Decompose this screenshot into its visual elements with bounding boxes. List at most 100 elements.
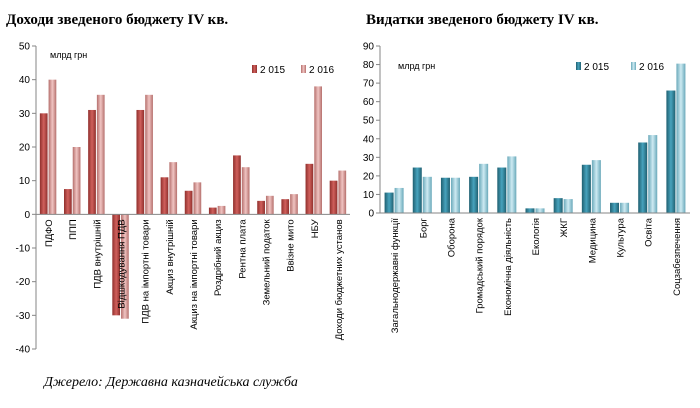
right-bar-2016 — [591, 160, 601, 213]
left-y-tick-label: 40 — [19, 75, 31, 86]
right-legend-label-2016: 2 016 — [639, 62, 664, 73]
right-y-tick-label: 70 — [363, 79, 375, 90]
right-bar-2015 — [666, 90, 676, 213]
left-bar-2015 — [112, 214, 121, 316]
left-bar-2015 — [136, 109, 145, 215]
left-y-tick-label: 20 — [19, 143, 31, 154]
right-y-tick-label: 50 — [363, 116, 375, 127]
left-y-tick-label: 10 — [19, 176, 31, 187]
right-y-tick-label: 10 — [363, 190, 375, 201]
right-y-tick-label: 20 — [363, 171, 375, 182]
left-bar-2016 — [290, 194, 298, 215]
right-category-label: Загальнодержавні функції — [390, 218, 401, 334]
left-bar-2016 — [169, 162, 178, 215]
right-legend-swatch-2016 — [631, 62, 636, 70]
left-category-label: Ввізне мито — [286, 219, 297, 271]
left-bar-2016 — [48, 79, 57, 215]
right-y-tick-label: 80 — [363, 60, 375, 71]
right-bar-2015 — [412, 167, 422, 213]
right-legend: 2 015 2 016 — [576, 62, 664, 73]
left-category-label: Акциз на імпортні товари — [189, 219, 200, 329]
left-bar-2016 — [72, 147, 81, 215]
left-bar-2016 — [314, 86, 322, 215]
left-legend-swatch-2015 — [252, 65, 257, 73]
left-bar-2015 — [233, 155, 241, 215]
left-legend-swatch-2016 — [301, 65, 306, 73]
left-bar-2016 — [121, 214, 129, 319]
right-category-label: Економічна діяльність — [503, 218, 514, 316]
right-legend-swatch-2015 — [576, 62, 581, 70]
left-y-tick-label: 50 — [19, 42, 31, 53]
left-category-label: ПДФО — [44, 219, 55, 247]
left-y-tick-label: -20 — [16, 277, 31, 288]
left-y-tick-label: 0 — [24, 210, 30, 221]
right-bar-2016 — [620, 202, 630, 213]
left-chart: -40 -30 -20 -10 0 10 20 30 40 50 ПДФО ППП ПДВ внутрі… — [16, 42, 350, 356]
left-category-label: Земельний податок — [261, 219, 272, 306]
left-bar-2015 — [305, 163, 314, 215]
left-bar-2015 — [281, 199, 290, 215]
right-bar-2016 — [422, 176, 432, 213]
right-category-label: Борг — [418, 217, 429, 238]
left-category-label: Відшкодування ПДВ — [117, 219, 128, 308]
right-y-tick-label: 0 — [368, 209, 374, 220]
source-note: Джерело: Державна казначейська служба — [44, 375, 298, 390]
left-bar-2016 — [265, 195, 274, 215]
left-bar-2016 — [241, 167, 250, 215]
left-y-tick-label: -40 — [16, 345, 31, 356]
left-y-tick-label: -30 — [16, 311, 31, 322]
right-bar-2016 — [394, 187, 404, 213]
right-bar-2015 — [469, 176, 479, 213]
right-bar-2016 — [535, 208, 545, 213]
right-y-tick-label: 30 — [363, 153, 375, 164]
right-chart-title: Видатки зведеного бюджету IV кв. — [366, 12, 599, 28]
left-bar-2015 — [329, 180, 338, 215]
right-category-label: ЖКГ — [559, 218, 570, 237]
left-category-label: ПДВ внутрішній — [92, 219, 103, 288]
left-category-label: НБУ — [310, 218, 321, 238]
left-unit-label: млрд грн — [50, 50, 87, 60]
right-bar-2015 — [497, 167, 507, 213]
left-legend-label-2015: 2 015 — [260, 65, 285, 76]
left-bar-2016 — [96, 94, 105, 215]
right-y-tick-label: 60 — [363, 97, 375, 108]
left-category-label: Акциз внутрішній — [165, 219, 176, 294]
right-category-label: Медицина — [587, 217, 598, 263]
left-bar-2015 — [160, 177, 169, 215]
left-category-label: ППП — [68, 219, 79, 240]
left-legend-label-2016: 2 016 — [309, 65, 334, 76]
left-bar-2016 — [217, 205, 226, 215]
right-bar-2016 — [648, 135, 658, 213]
right-bar-2015 — [384, 192, 394, 213]
right-bar-2016 — [479, 163, 489, 213]
left-bar-2015 — [39, 113, 48, 215]
right-bar-2016 — [450, 177, 460, 213]
left-bar-2015 — [257, 200, 265, 215]
left-bar-2015 — [208, 207, 217, 215]
right-legend-label-2015: 2 015 — [584, 62, 609, 73]
left-bar-2016 — [193, 182, 202, 215]
right-category-label: Соцзабезпечення — [672, 218, 683, 296]
left-bar-2015 — [64, 189, 72, 215]
right-y-tick-label: 90 — [363, 42, 375, 53]
right-bar-2015 — [525, 208, 535, 213]
right-category-label: Громадський порядок — [475, 217, 486, 313]
left-category-label: Роздрібний акциз — [213, 219, 224, 296]
right-category-label: Оборона — [446, 217, 457, 257]
left-category-label: Доходи бюджетних установ — [334, 219, 345, 340]
right-bar-2015 — [440, 177, 450, 213]
left-bar-2015 — [184, 190, 193, 215]
right-bar-2015 — [553, 198, 563, 213]
right-bar-2015 — [581, 164, 591, 213]
right-category-label: Екологія — [531, 218, 542, 255]
right-category-label: Освіта — [644, 217, 655, 247]
right-chart: 0 10 20 30 40 50 60 70 80 90 Загальнодержавні функ… — [363, 42, 690, 334]
right-category-label: Культура — [616, 217, 627, 257]
right-unit-label: млрд грн — [398, 61, 435, 71]
right-y-tick-label: 40 — [363, 134, 375, 145]
right-bar-2016 — [676, 63, 686, 213]
right-bar-2016 — [563, 199, 573, 213]
left-y-tick-label: 30 — [19, 109, 31, 120]
left-legend: 2 015 2 016 — [252, 65, 334, 76]
